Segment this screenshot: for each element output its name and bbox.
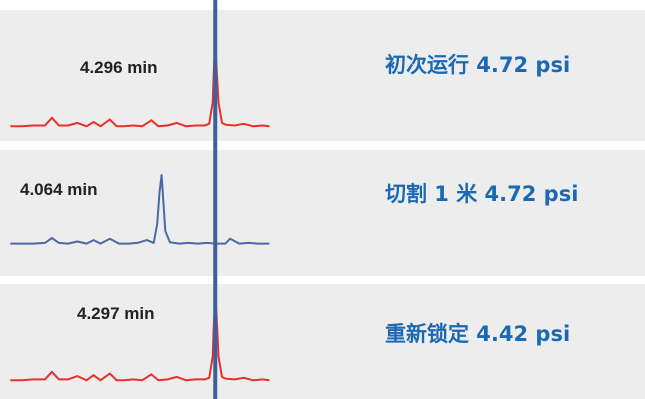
run-label-initial-run: 初次运行 4.72 psi [385,53,571,77]
run-label-cut-1m: 切割 1 米 4.72 psi [385,182,579,206]
run-label-relock: 重新锁定 4.42 psi [385,322,571,346]
peak-time-label-relock: 4.297 min [77,304,155,323]
peak-time-label-initial-run: 4.296 min [80,58,158,77]
peak-time-label-cut-1m: 4.064 min [20,180,98,199]
panel-cut-1m [0,150,645,276]
